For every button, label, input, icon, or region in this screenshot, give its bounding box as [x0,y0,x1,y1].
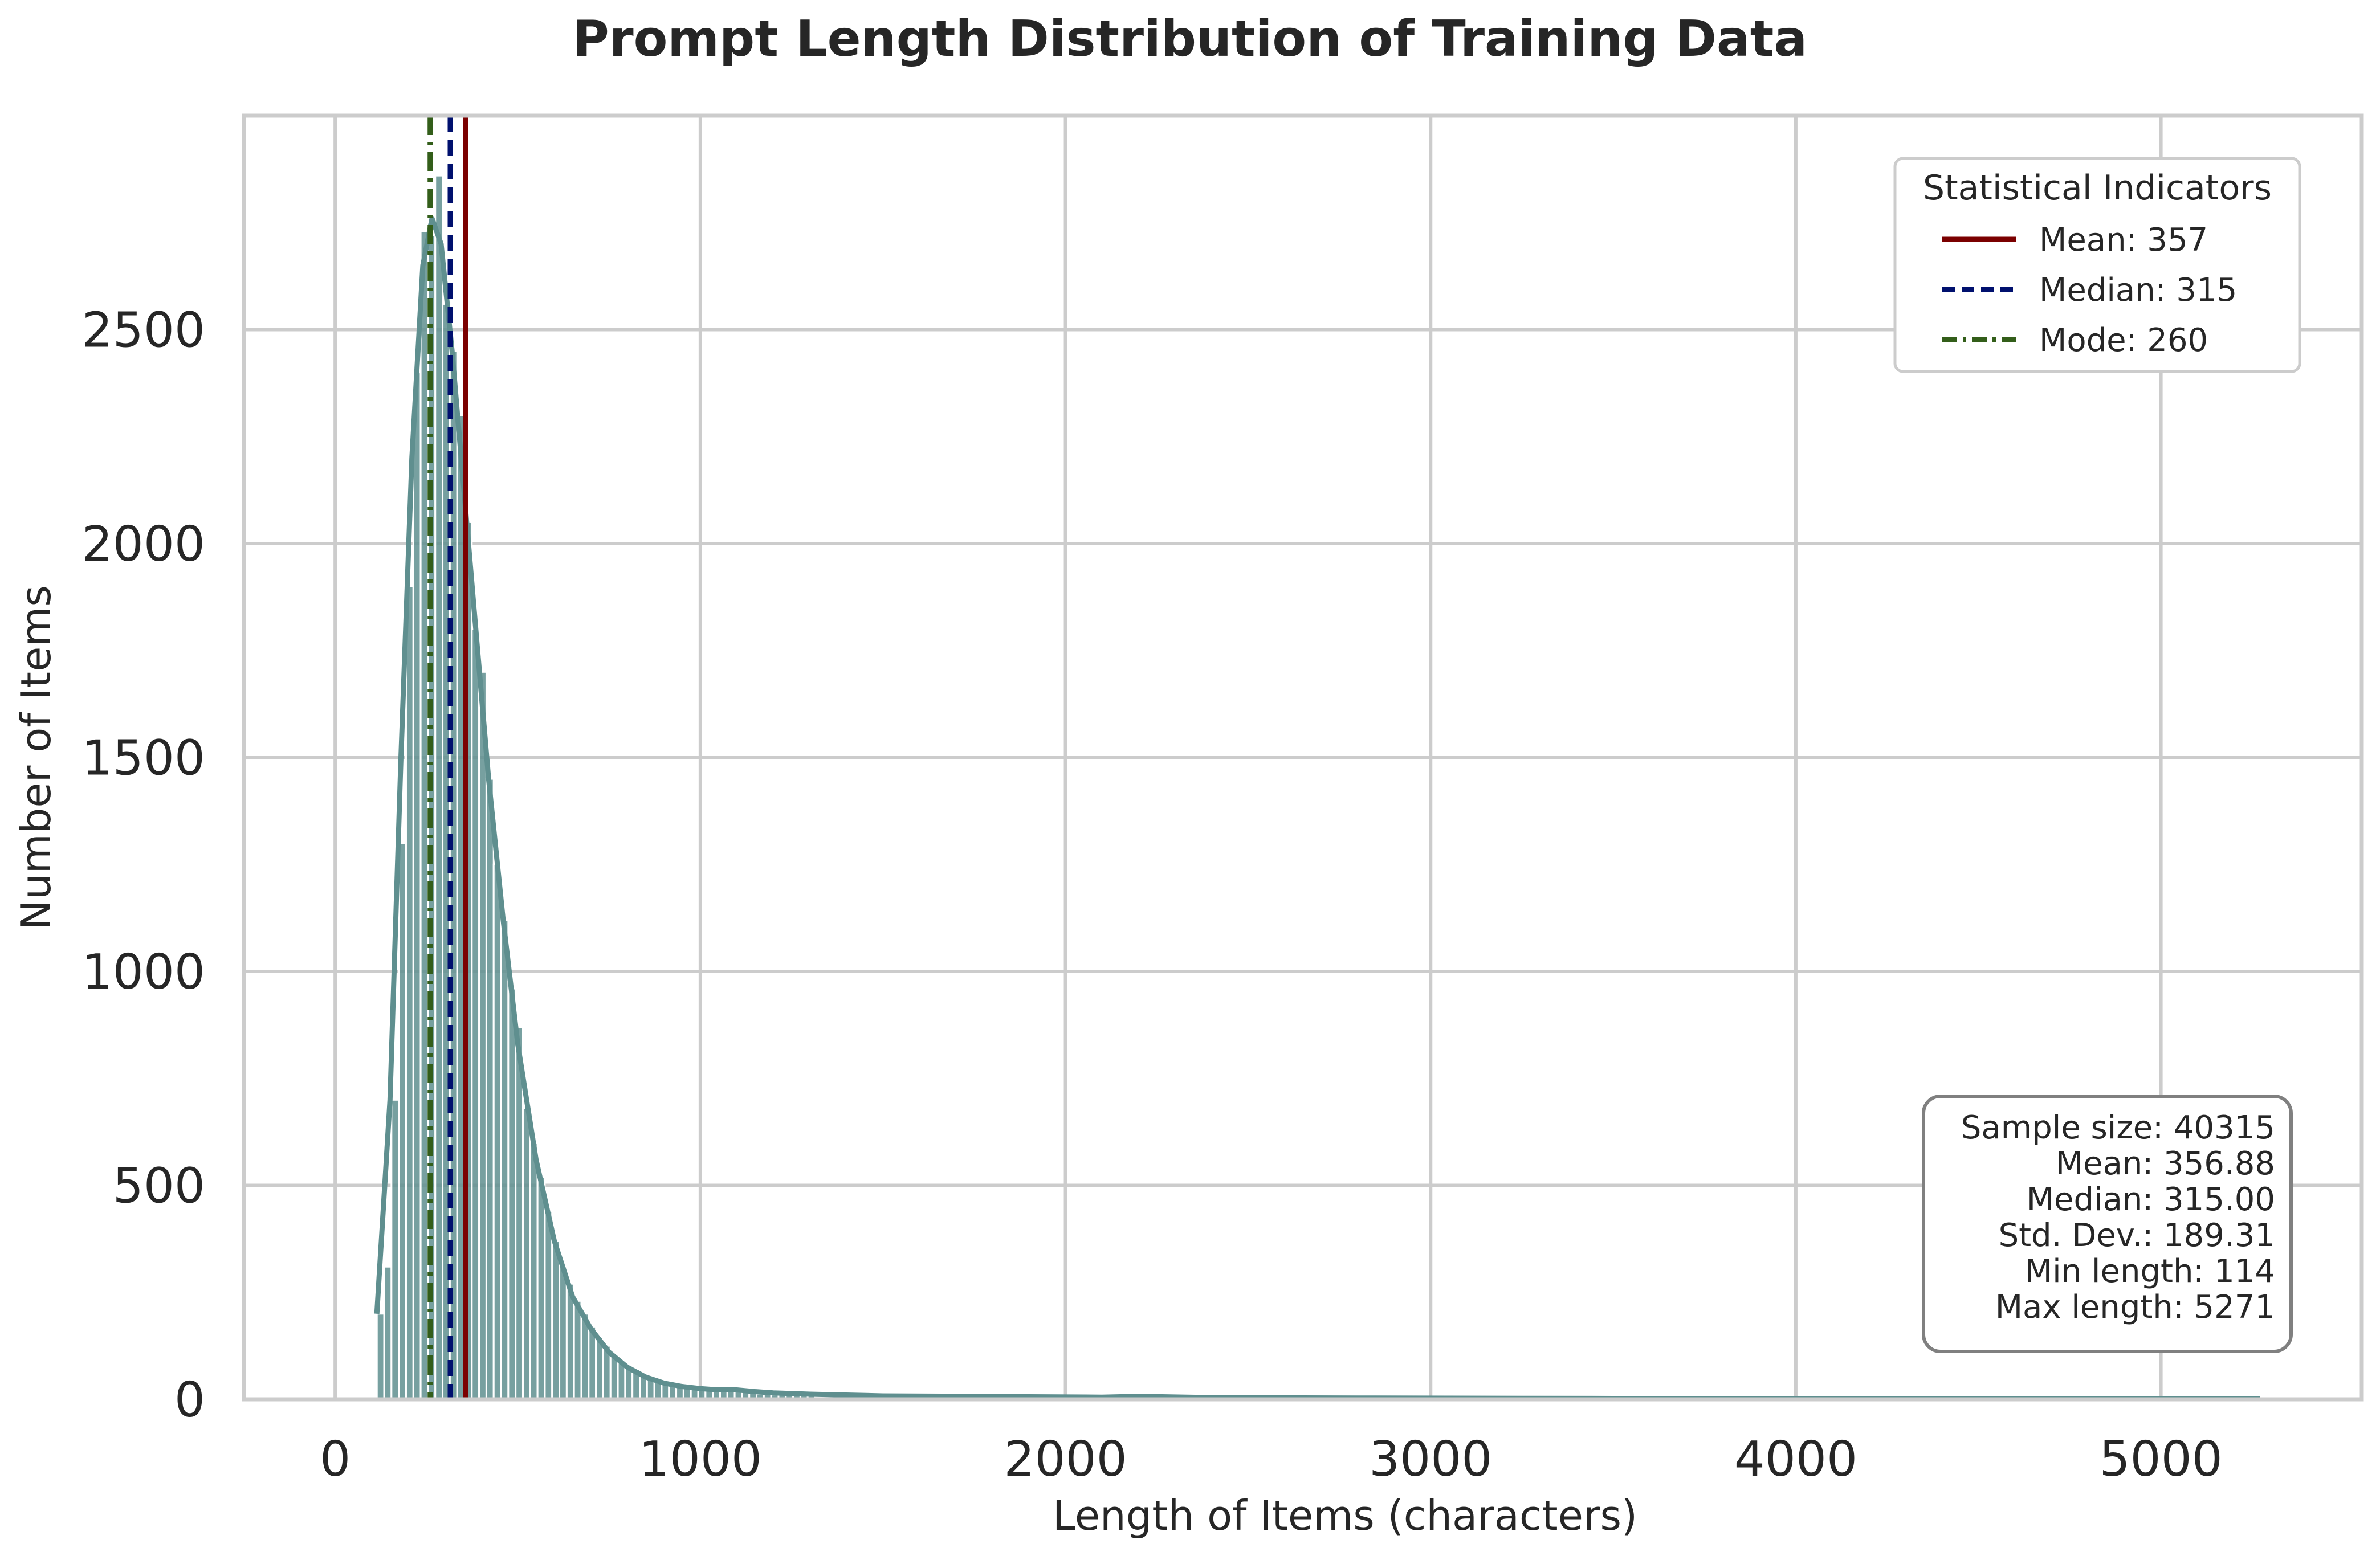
y-tick-label: 2500 [82,303,205,359]
histogram-bar [376,1313,385,1400]
plot-frame [242,113,2364,1402]
legend-title: Statistical Indicators [1923,168,2272,208]
chart-title: Prompt Length Distribution of Training D… [573,10,1807,68]
legend-label: Mean: 357 [2039,222,2208,259]
x-axis-label: Length of Items (characters) [1053,1492,1637,1539]
histogram-bar [412,371,422,1400]
x-tick-label: 3000 [1369,1431,1492,1488]
histogram-bar [434,174,444,1400]
stats-line: Std. Dev.: 189.31 [1999,1217,2275,1254]
histogram-bar [471,628,480,1400]
histogram-bar [405,585,414,1400]
legend-box [1893,157,2301,373]
histogram-bar [485,778,495,1400]
stats-box-frame [1922,1095,2293,1353]
histogram-bar [500,919,510,1400]
y-tick-label: 1500 [82,730,205,787]
y-tick-label: 1000 [82,944,205,1000]
legend-label: Median: 315 [2039,272,2237,309]
stats-line: Max length: 5271 [1995,1289,2275,1326]
x-tick-label: 5000 [2099,1431,2222,1488]
legend-items: Mean: 357 Median: 315 Mode: 260 [1942,222,2237,359]
histogram-bar [521,1107,531,1400]
stats-line: Min length: 114 [2025,1253,2275,1290]
histogram-bar [544,1210,553,1400]
stats-line: Median: 315.00 [2027,1181,2275,1218]
stats-line: Mean: 356.88 [2056,1145,2275,1182]
histogram-bar [383,1265,393,1400]
y-tick-label: 0 [174,1372,205,1428]
histogram-bar [551,1240,561,1400]
histogram-bar [529,1141,539,1400]
x-tick-label: 1000 [639,1431,762,1488]
x-tick-label: 0 [320,1431,351,1488]
x-tick-label: 4000 [1734,1431,1857,1488]
histogram-bar [478,671,487,1400]
legend: Statistical Indicators Mean: 357 Median: … [1893,157,2301,373]
kde-curve [374,215,2260,1401]
histogram-bar [398,842,407,1400]
legend-label: Mode: 260 [2039,322,2208,359]
histogram-bar [536,1175,546,1400]
y-axis-ticks: 0 500 1000 1500 2000 2500 [82,303,205,1429]
histogram-bar [559,1265,568,1400]
y-tick-label: 2000 [82,516,205,573]
histogram-bar [492,863,502,1400]
x-tick-label: 2000 [1004,1431,1127,1488]
histogram-bar [573,1300,582,1400]
y-tick-label: 500 [113,1158,205,1215]
statistic-lines [427,116,468,1399]
histogram-bar [507,987,517,1400]
histogram-bar [419,230,429,1400]
stats-line: Sample size: 40315 [1961,1109,2275,1146]
histogram-bar [442,303,451,1400]
histogram-bar [390,1098,400,1400]
y-axis-label: Number of Items [12,585,60,930]
x-axis-ticks: 0 1000 2000 3000 4000 5000 [320,1431,2223,1488]
